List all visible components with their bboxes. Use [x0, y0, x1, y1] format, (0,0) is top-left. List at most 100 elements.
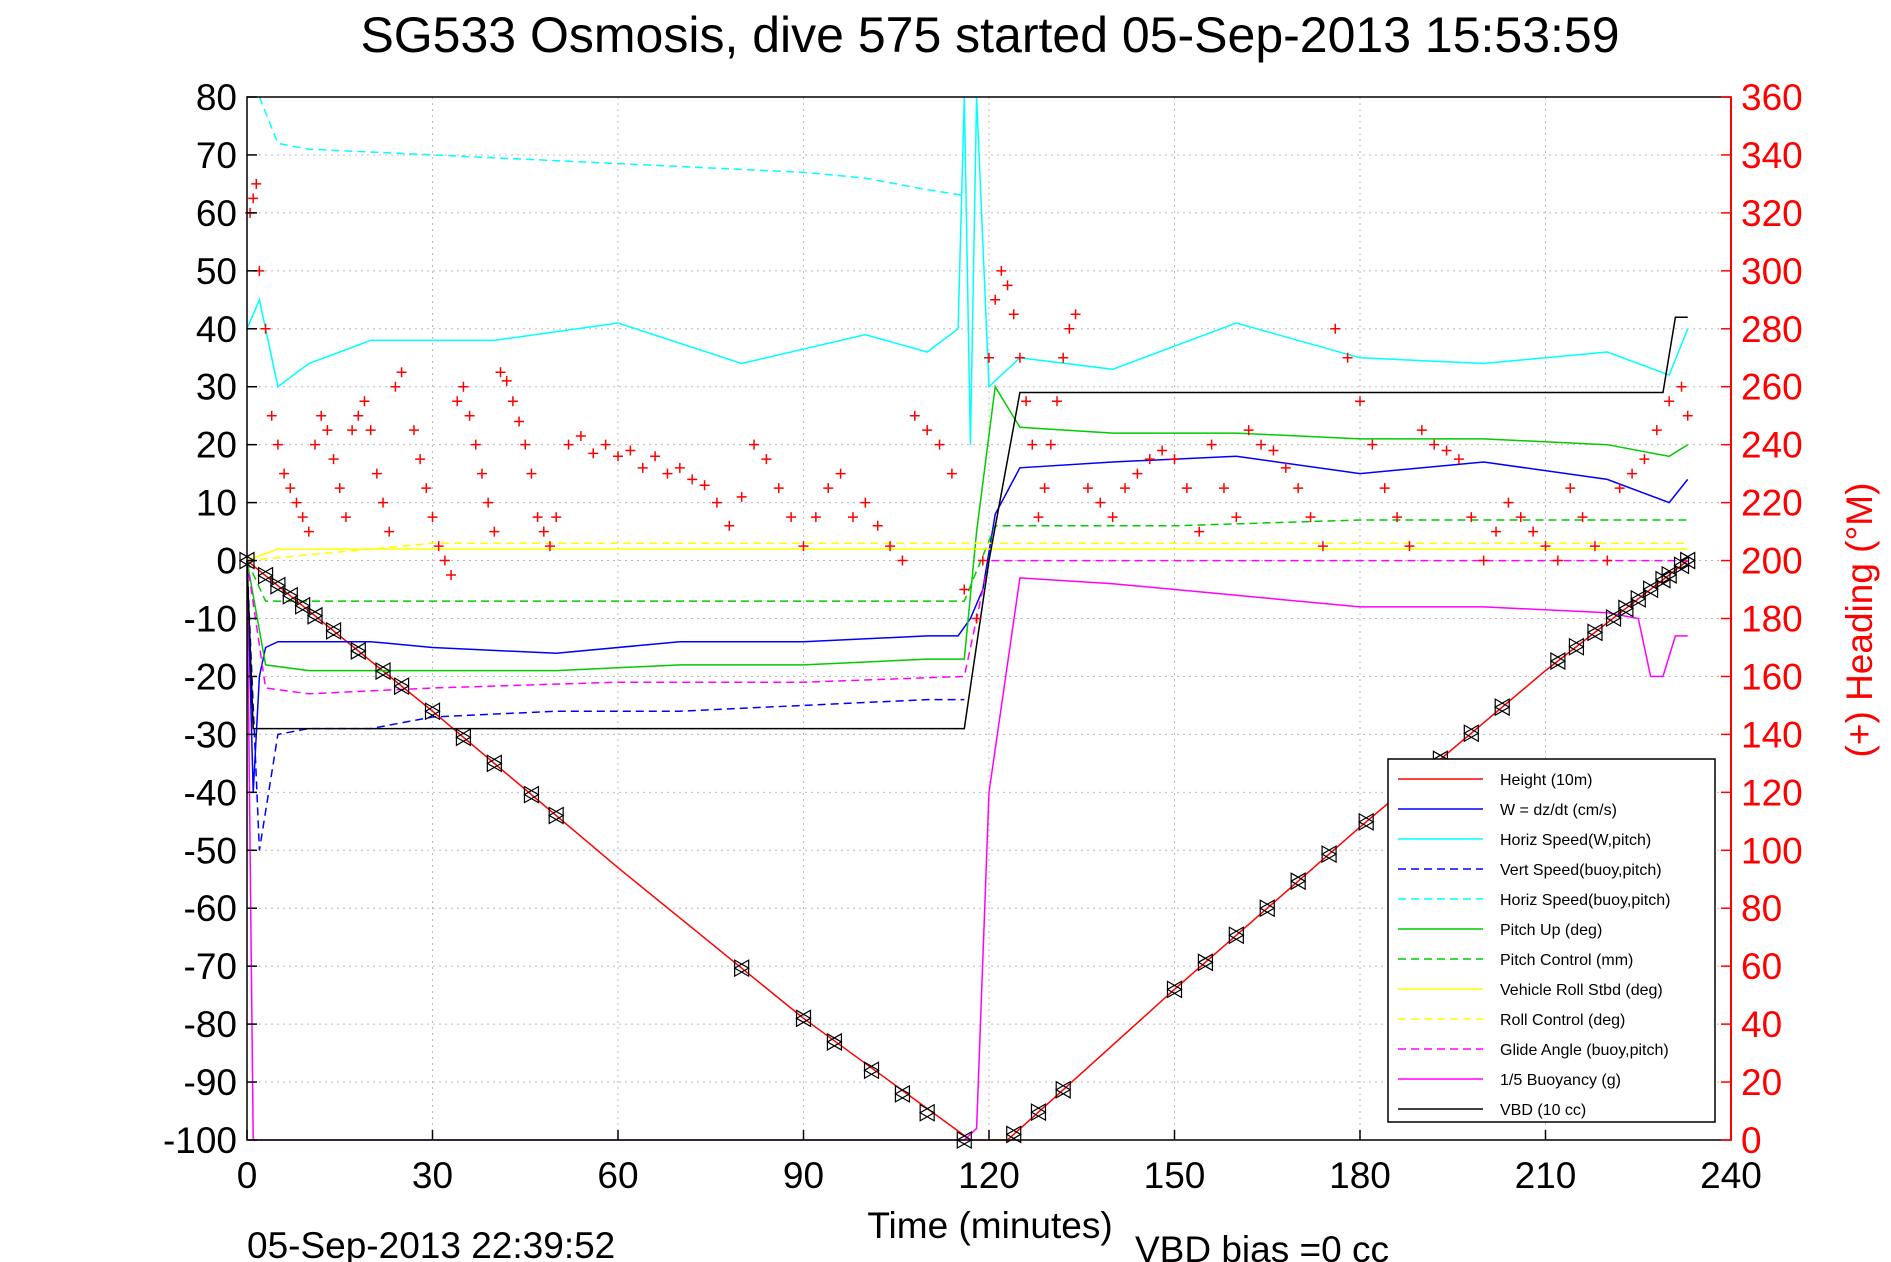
height-marker	[269, 576, 287, 595]
height-marker	[424, 702, 441, 721]
height-marker	[306, 606, 324, 625]
heading-point	[1008, 309, 1019, 320]
heading-point	[922, 425, 933, 436]
y-tick-label: 60	[196, 193, 237, 234]
y-right-tick-label: 20	[1741, 1062, 1782, 1103]
heading-point	[699, 480, 710, 491]
y-right-tick-label: 300	[1741, 251, 1803, 292]
y-right-tick-label: 120	[1741, 772, 1803, 813]
heading-point	[1033, 512, 1044, 523]
heading-point	[1540, 541, 1551, 552]
x-tick-label: 30	[412, 1155, 453, 1196]
heading-point	[1379, 483, 1390, 494]
heading-point	[1293, 483, 1304, 494]
legend-box	[1387, 758, 1716, 1123]
heading-point	[316, 410, 327, 421]
heading-point	[1243, 425, 1254, 436]
legend-entry: 1/5 Buoyancy (g)	[1500, 1072, 1621, 1089]
heading-point	[897, 555, 908, 566]
y-right-tick-label: 0	[1741, 1120, 1762, 1161]
x-tick-label: 0	[237, 1155, 258, 1196]
height-marker	[1679, 551, 1696, 570]
heading-point	[1565, 483, 1576, 494]
heading-point	[798, 541, 809, 552]
heading-point	[551, 512, 562, 523]
heading-point	[1602, 555, 1613, 566]
y-right-tick-label: 320	[1741, 193, 1803, 234]
y-right-tick-label: 140	[1741, 714, 1803, 755]
heading-point	[384, 526, 395, 537]
height-marker	[894, 1084, 911, 1103]
y-right-tick-label: 260	[1741, 367, 1803, 408]
height-marker	[325, 621, 342, 640]
heading-point	[1639, 454, 1650, 465]
right-axis-label: (+) Heading (°M)	[1839, 483, 1880, 758]
series-line	[246, 455, 1689, 793]
heading-point	[1169, 454, 1180, 465]
x-tick-label: 60	[597, 1155, 638, 1196]
heading-markers	[245, 178, 1693, 624]
heading-point	[415, 454, 426, 465]
heading-point	[495, 367, 506, 378]
heading-point	[251, 178, 262, 189]
heading-point	[959, 584, 970, 595]
heading-point	[773, 483, 784, 494]
heading-point	[810, 512, 821, 523]
heading-point	[544, 541, 555, 552]
x-tick-label: 210	[1515, 1155, 1577, 1196]
heading-point	[724, 520, 735, 531]
heading-point	[1039, 483, 1050, 494]
y-right-tick-label: 340	[1741, 135, 1803, 176]
heading-point	[563, 439, 574, 450]
legend-entry: Vert Speed(buoy,pitch)	[1500, 862, 1662, 879]
heading-point	[1095, 497, 1106, 508]
heading-point	[334, 483, 345, 494]
heading-point	[1676, 381, 1687, 392]
y-right-tick-label: 220	[1741, 483, 1803, 524]
y-tick-label: -40	[184, 772, 237, 813]
y-tick-label: 80	[196, 77, 237, 118]
heading-point	[1589, 541, 1600, 552]
height-marker	[523, 785, 540, 804]
height-marker	[1605, 608, 1622, 628]
heading-point	[1664, 396, 1675, 407]
height-marker	[1568, 637, 1585, 656]
y-right-tick-label: 80	[1741, 888, 1782, 929]
x-tick-label: 150	[1144, 1155, 1206, 1196]
heading-point	[588, 448, 599, 459]
y-ticks-right: 3603403203002802602402202001801601401201…	[1721, 77, 1803, 1161]
heading-point	[452, 396, 463, 407]
heading-point	[464, 410, 475, 421]
heading-point	[1021, 396, 1032, 407]
heading-point	[1552, 555, 1563, 566]
heading-point	[1355, 396, 1365, 407]
heading-point	[501, 375, 512, 386]
heading-point	[1045, 439, 1056, 450]
heading-point	[1453, 454, 1464, 465]
legend-entry: Vehicle Roll Stbd (deg)	[1500, 982, 1663, 999]
heading-point	[520, 439, 531, 450]
y-tick-label: 50	[196, 251, 237, 292]
height-marker	[486, 754, 503, 773]
heading-point	[328, 454, 339, 465]
y-tick-label: -100	[163, 1120, 237, 1161]
y-tick-label: -80	[184, 1004, 237, 1045]
heading-point	[1478, 555, 1489, 566]
heading-point	[1280, 462, 1291, 473]
heading-point	[1330, 323, 1341, 334]
heading-point	[946, 468, 957, 479]
heading-point	[637, 462, 648, 473]
height-marker	[455, 728, 472, 747]
y-tick-label: 70	[196, 135, 237, 176]
heading-point	[507, 396, 518, 407]
heading-point	[1107, 512, 1118, 523]
height-marker	[374, 662, 392, 681]
heading-point	[1064, 323, 1075, 334]
heading-point	[1416, 425, 1427, 436]
height-marker	[733, 959, 750, 978]
x-axis-label: Time (minutes)	[867, 1205, 1112, 1246]
heading-point	[279, 468, 290, 479]
heading-point	[872, 520, 883, 531]
heading-point	[378, 497, 389, 508]
